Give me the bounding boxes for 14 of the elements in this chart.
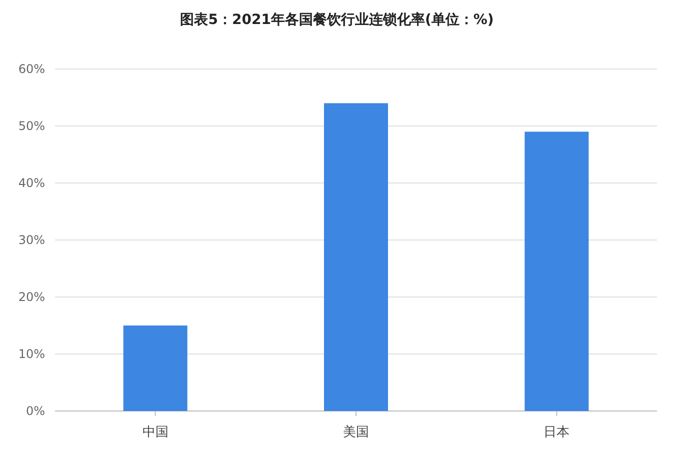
bar [524,132,589,411]
y-tick-label: 50% [18,119,45,133]
bar [123,326,188,411]
x-tick-label: 日本 [544,425,570,440]
bar [324,103,388,411]
y-tick-label: 0% [26,404,45,418]
chart-title: 图表5：2021年各国餐饮行业连锁化率(单位：%) [180,11,494,28]
y-tick-label: 60% [18,62,45,76]
y-tick-label: 40% [18,176,45,190]
y-tick-label: 10% [18,347,45,361]
x-tick-label: 中国 [142,425,168,440]
y-tick-label: 20% [18,290,45,304]
x-tick-label: 美国 [343,424,369,440]
y-tick-label: 30% [18,233,45,247]
